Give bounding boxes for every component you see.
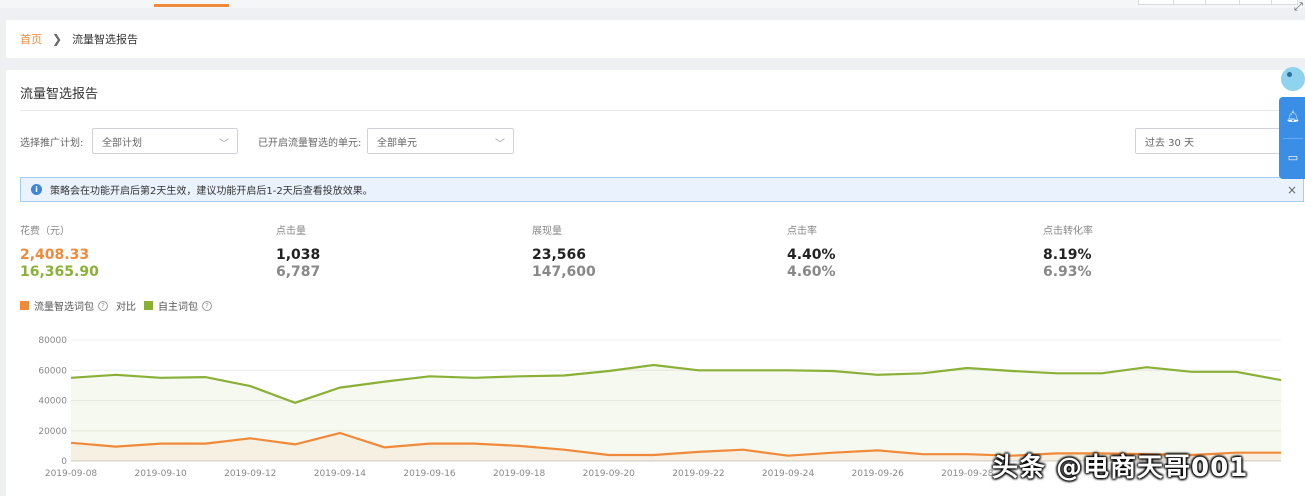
title-divider xyxy=(20,110,1284,111)
unit-select-value: 全部单元 xyxy=(377,137,417,149)
page-title: 流量智选报告 xyxy=(20,87,99,102)
x-axis-ticks: 2019-09-08 2019-09-10 2019-09-12 2019-09-14… xyxy=(45,469,994,479)
series-line xyxy=(70,363,1282,404)
series-area xyxy=(71,365,1281,461)
watermark-text: 头条 @电商天哥001 xyxy=(992,453,1249,483)
metric-cvr[interactable]: 点击转化率 8.19% 6.93% xyxy=(1043,222,1093,280)
chart-grid xyxy=(71,339,1281,462)
top-right-tabs[interactable] xyxy=(1138,0,1298,5)
series-area xyxy=(71,433,1281,461)
plan-select-value: 全部计划 xyxy=(102,137,142,149)
bell-icon[interactable]: 🔔︎ xyxy=(1286,110,1300,123)
chevron-down-icon: ﹀ xyxy=(219,139,229,150)
x-tick-label: 2019-09-08 xyxy=(45,469,98,479)
assistant-mascot-icon[interactable] xyxy=(1281,67,1305,91)
unit-select[interactable]: 全部单元 ﹀ xyxy=(367,128,514,154)
breadcrumb-home-link[interactable]: 首页 xyxy=(20,33,42,46)
metric-value-primary: 2,408.33 xyxy=(20,247,90,263)
breadcrumb-current: 流量智选报告 xyxy=(72,33,139,46)
notice-text: 策略会在功能开启后第2天生效，建议功能开启后1-2天后查看投放效果。 xyxy=(50,186,373,197)
x-tick-label: 2019-09-24 xyxy=(762,469,815,479)
metric-label: 点击转化率 xyxy=(1043,226,1093,237)
y-axis-ticks: 0 20000 40000 60000 80000 xyxy=(38,336,67,467)
info-icon: i xyxy=(31,184,42,195)
legend-compare: 对比 xyxy=(116,302,136,313)
legend-swatch-orange xyxy=(20,301,29,310)
metric-label: 点击量 xyxy=(276,226,306,237)
chart-areas xyxy=(70,363,1282,461)
close-icon[interactable]: × xyxy=(1286,183,1297,197)
legend-series1[interactable]: 流量智选词包 xyxy=(34,302,94,313)
metric-impressions[interactable]: 展现量 23,566 147,600 xyxy=(532,222,596,280)
plan-select[interactable]: 全部计划 ﹀ xyxy=(92,128,238,154)
metric-value-compare: 4.60% xyxy=(787,264,836,280)
help-icon[interactable]: ? xyxy=(98,300,108,311)
chat-icon[interactable]: ▭ xyxy=(1287,151,1299,164)
x-tick-label: 2019-09-10 xyxy=(134,469,187,479)
date-range-select[interactable]: 过去 30 天 xyxy=(1135,128,1280,154)
chevron-down-icon: ﹀ xyxy=(495,139,505,150)
series-line xyxy=(70,431,1281,457)
y-tick-label: 80000 xyxy=(38,336,67,346)
resize-icon[interactable]: ⤢ xyxy=(1294,0,1303,13)
legend-series2[interactable]: 自主词包 xyxy=(158,302,198,313)
chart-legend: 流量智选词包 ? 对比 自主词包 ? xyxy=(20,298,220,313)
plan-filter-label: 选择推广计划: xyxy=(20,138,84,149)
active-tab-indicator xyxy=(154,4,229,7)
toolbar-divider xyxy=(1283,138,1303,139)
report-panel: 流量智选报告 选择推广计划: 全部计划 ﹀ 已开启流量智选的单元: 全部单元 ﹀… xyxy=(6,70,1305,496)
x-tick-label: 2019-09-16 xyxy=(403,469,456,479)
x-tick-label: 2019-09-12 xyxy=(224,469,276,479)
x-tick-label: 2019-09-22 xyxy=(672,469,724,479)
help-icon[interactable]: ? xyxy=(202,300,212,311)
metric-cost[interactable]: 花费（元） 2,408.33 16,365.90 xyxy=(20,222,99,280)
breadcrumb: 首页 ❯ 流量智选报告 xyxy=(6,20,1305,58)
metric-ctr[interactable]: 点击率 4.40% 4.60% xyxy=(787,222,836,280)
chevron-right-icon: ❯ xyxy=(52,32,63,46)
legend-swatch-green xyxy=(144,301,153,310)
unit-filter-label: 已开启流量智选的单元: xyxy=(258,138,362,149)
x-tick-label: 2019-09-18 xyxy=(493,469,546,479)
metric-label: 点击率 xyxy=(787,226,817,237)
y-tick-label: 60000 xyxy=(38,366,67,376)
metric-value-compare: 16,365.90 xyxy=(20,264,99,280)
x-tick-label: 2019-09-26 xyxy=(852,469,905,479)
x-tick-label: 2019-09-20 xyxy=(583,469,636,479)
floating-toolbar: 🔔︎ ▭ xyxy=(1279,97,1305,179)
metric-value-compare: 147,600 xyxy=(532,264,596,280)
notice-banner: i 策略会在功能开启后第2天生效，建议功能开启后1-2天后查看投放效果。 × xyxy=(20,177,1304,202)
y-tick-label: 40000 xyxy=(38,397,67,407)
top-nav-bar xyxy=(0,0,1305,8)
metric-label: 花费（元） xyxy=(20,226,70,237)
metric-label: 展现量 xyxy=(532,226,562,237)
metric-value-compare: 6.93% xyxy=(1043,264,1092,280)
metric-value-primary: 8.19% xyxy=(1043,247,1092,263)
x-tick-label: 2019-09-28 xyxy=(941,469,994,479)
y-tick-label: 20000 xyxy=(38,427,67,437)
metric-value-primary: 23,566 xyxy=(532,247,587,263)
metric-value-compare: 6,787 xyxy=(276,264,321,280)
metric-value-primary: 4.40% xyxy=(787,247,836,263)
metric-clicks[interactable]: 点击量 1,038 6,787 xyxy=(276,222,320,280)
y-tick-label: 0 xyxy=(61,457,67,467)
x-tick-label: 2019-09-14 xyxy=(314,469,367,479)
date-range-value: 过去 30 天 xyxy=(1145,137,1195,149)
metric-value-primary: 1,038 xyxy=(276,247,321,263)
